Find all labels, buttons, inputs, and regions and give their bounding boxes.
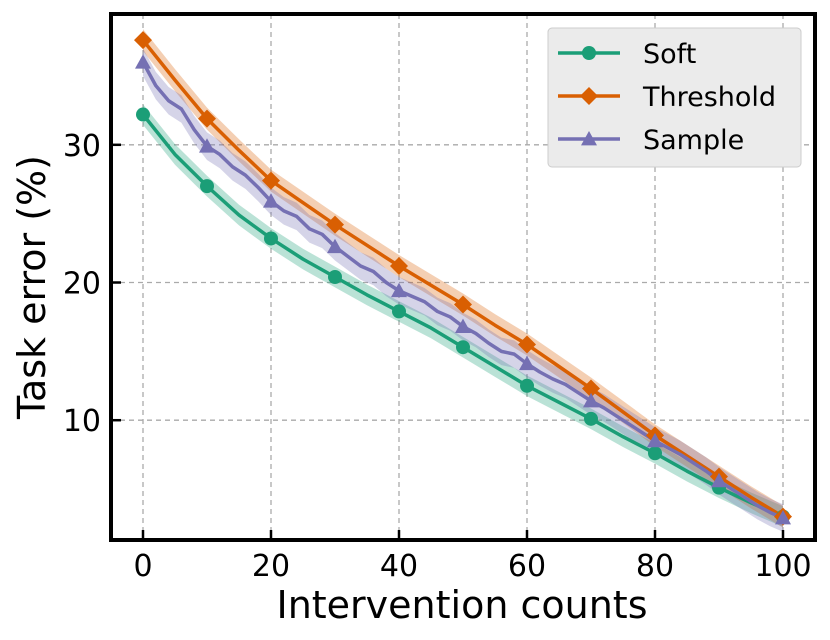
data-point-sample (199, 138, 215, 153)
data-point-sample (519, 355, 535, 371)
x-tick-label: 100 (754, 549, 811, 584)
data-point-soft (392, 304, 406, 319)
data-point-soft (520, 378, 534, 393)
x-tick-label: 20 (252, 549, 290, 584)
x-axis-label: Intervention counts (276, 583, 647, 627)
data-point-sample (583, 392, 599, 408)
data-point-soft (456, 340, 470, 355)
data-point-threshold (390, 256, 408, 275)
data-point-threshold (198, 109, 216, 128)
legend-marker-sample (581, 131, 597, 146)
data-point-threshold (582, 379, 600, 398)
data-point-soft (584, 411, 598, 426)
legend-label-sample: Sample (643, 125, 744, 156)
data-point-sample (455, 318, 471, 333)
x-tick-label: 80 (636, 549, 674, 584)
data-point-sample (327, 238, 343, 254)
band-threshold (143, 29, 783, 528)
legend-marker-soft (582, 46, 596, 60)
x-tick-label: 60 (508, 549, 546, 584)
data-point-sample (391, 282, 407, 298)
legend-label-soft: Soft (643, 39, 696, 70)
data-point-threshold (134, 31, 152, 50)
data-point-sample (263, 193, 279, 208)
y-tick-label: 20 (63, 267, 101, 302)
legend-marker-threshold (580, 87, 598, 105)
data-point-soft (264, 231, 278, 246)
y-axis-label: Task error (%) (10, 155, 54, 420)
data-point-threshold (326, 215, 344, 234)
data-point-soft (136, 107, 150, 122)
legend-box (547, 27, 802, 168)
data-point-sample (775, 509, 791, 525)
y-tick-label: 10 (63, 404, 101, 439)
axis-ticks: 0 20 40 60 80 100 10 20 30 (63, 129, 812, 584)
data-point-threshold (262, 171, 280, 190)
grid (111, 14, 815, 540)
x-tick-label: 40 (380, 549, 418, 584)
data-point-soft (328, 270, 342, 284)
data-point-soft (648, 446, 662, 461)
legend: Soft Threshold Sample (547, 27, 802, 168)
data-point-threshold (454, 295, 472, 314)
data-point-sample (647, 432, 663, 448)
y-tick-label: 30 (63, 129, 101, 164)
data-point-sample (135, 54, 151, 69)
data-point-sample (711, 472, 727, 488)
x-tick-label: 0 (133, 549, 152, 584)
data-point-soft (200, 179, 214, 194)
data-point-threshold (518, 335, 536, 354)
legend-label-threshold: Threshold (642, 82, 776, 113)
plot-frame (109, 12, 817, 542)
series-markers (134, 31, 792, 526)
